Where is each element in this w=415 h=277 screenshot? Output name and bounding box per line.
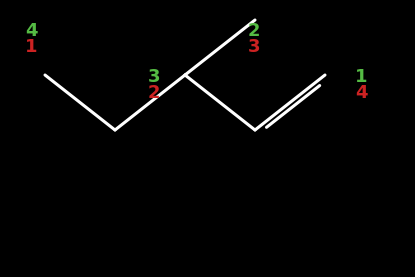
Text: 2: 2 (148, 84, 161, 102)
Text: 1: 1 (25, 38, 37, 56)
Text: 2: 2 (248, 22, 261, 40)
Text: 4: 4 (355, 84, 368, 102)
Text: 1: 1 (355, 68, 368, 86)
Text: 3: 3 (248, 38, 261, 56)
Text: 3: 3 (148, 68, 161, 86)
Text: 4: 4 (25, 22, 37, 40)
